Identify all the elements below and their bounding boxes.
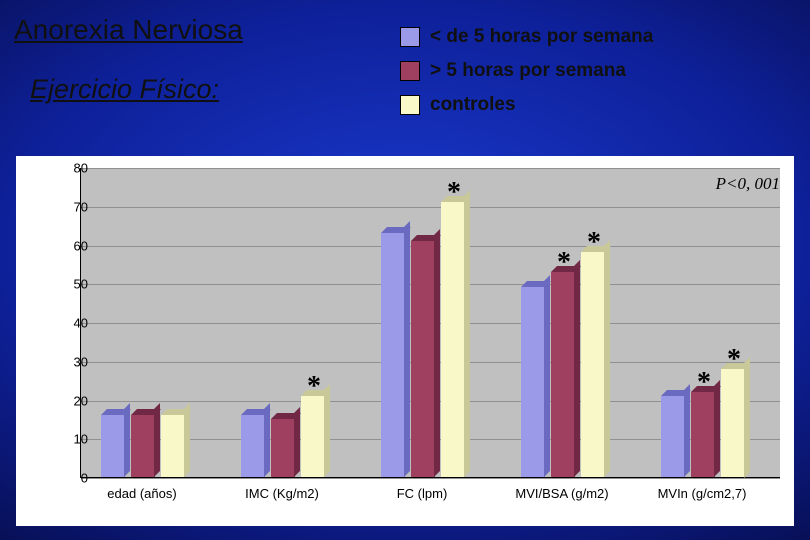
bar bbox=[161, 415, 185, 477]
y-tick-label: 30 bbox=[58, 354, 88, 369]
y-tick-label: 0 bbox=[58, 471, 88, 486]
legend-item: controles bbox=[400, 94, 653, 116]
y-tick-label: 60 bbox=[58, 238, 88, 253]
y-tick-label: 70 bbox=[58, 199, 88, 214]
bar bbox=[521, 287, 545, 477]
bar-group bbox=[241, 168, 341, 477]
legend-label: controles bbox=[430, 94, 516, 116]
bar bbox=[551, 272, 575, 477]
bar bbox=[581, 252, 605, 477]
p-value: P<0, 001 bbox=[716, 174, 780, 194]
legend-label: > 5 horas por semana bbox=[430, 60, 626, 82]
significance-star: * bbox=[587, 227, 601, 259]
x-tick-label: IMC (Kg/m2) bbox=[245, 486, 319, 501]
plot: * * * * * * bbox=[80, 168, 780, 478]
x-tick-label: MVI/BSA (g/m2) bbox=[515, 486, 608, 501]
bar-group bbox=[381, 168, 481, 477]
significance-star: * bbox=[447, 177, 461, 209]
y-tick-label: 10 bbox=[58, 432, 88, 447]
bar-group bbox=[521, 168, 621, 477]
y-tick-label: 40 bbox=[58, 316, 88, 331]
legend: < de 5 horas por semana > 5 horas por sem… bbox=[400, 26, 653, 116]
significance-star: * bbox=[697, 367, 711, 399]
bar bbox=[101, 415, 125, 477]
significance-star: * bbox=[307, 371, 321, 403]
bar bbox=[721, 369, 745, 478]
x-tick-label: MVIn (g/cm2,7) bbox=[658, 486, 747, 501]
legend-swatch bbox=[400, 27, 420, 47]
y-tick-label: 80 bbox=[58, 161, 88, 176]
legend-swatch bbox=[400, 95, 420, 115]
page-title: Anorexia Nerviosa bbox=[14, 14, 243, 46]
x-tick-label: edad (años) bbox=[107, 486, 176, 501]
legend-swatch bbox=[400, 61, 420, 81]
gridline bbox=[81, 478, 780, 479]
bar-group bbox=[101, 168, 201, 477]
bar bbox=[301, 396, 325, 477]
significance-star: * bbox=[557, 247, 571, 279]
bar bbox=[661, 396, 685, 477]
y-tick-label: 50 bbox=[58, 277, 88, 292]
bar bbox=[441, 202, 465, 477]
x-tick-label: FC (lpm) bbox=[397, 486, 448, 501]
bar bbox=[131, 415, 155, 477]
bar bbox=[411, 241, 435, 477]
bar-group bbox=[661, 168, 761, 477]
chart-area: * * * * * * 0 10 20 30 40 50 60 70 80 edad (años) IMC … bbox=[16, 156, 794, 526]
legend-label: < de 5 horas por semana bbox=[430, 26, 653, 48]
legend-item: < de 5 horas por semana bbox=[400, 26, 653, 48]
y-tick-label: 20 bbox=[58, 393, 88, 408]
bar bbox=[271, 419, 295, 477]
significance-star: * bbox=[727, 344, 741, 376]
bar bbox=[241, 415, 265, 477]
legend-item: > 5 horas por semana bbox=[400, 60, 653, 82]
page-subtitle: Ejercicio Físico: bbox=[30, 74, 219, 105]
bar bbox=[381, 233, 405, 477]
bar bbox=[691, 392, 715, 477]
